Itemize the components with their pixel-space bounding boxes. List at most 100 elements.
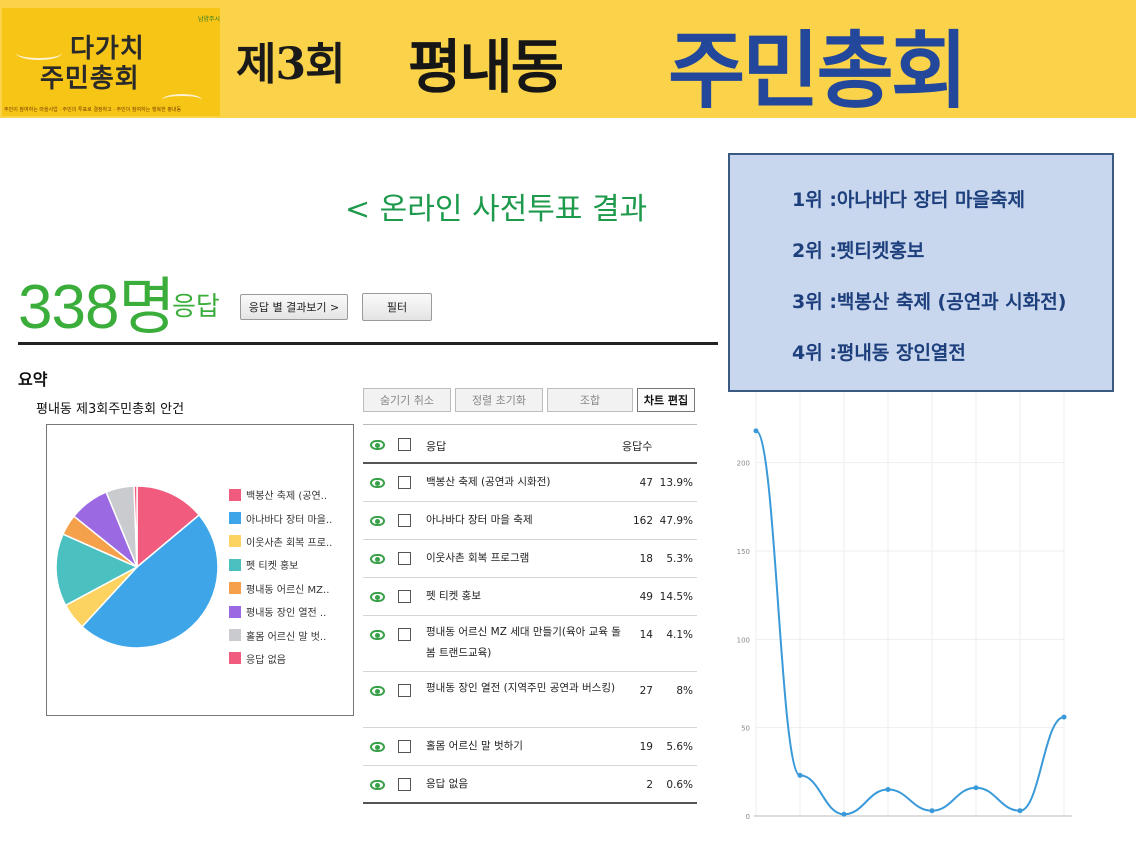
answer-label: 이웃사촌 회복 프로그램	[426, 552, 530, 564]
legend-label: 홀몸 어르신 말 벗..	[246, 631, 327, 643]
table-header: 응답 응답수	[363, 424, 697, 464]
answer-count: 27	[639, 685, 653, 697]
dong-title: 평내동	[408, 33, 564, 101]
logo-slogan: 주민이 참여하는 마을사업 · 주민의 투표로 결정하고 · 주민이 참여하는 …	[4, 107, 182, 113]
data-point	[885, 787, 891, 792]
page-title: < 온라인 사전투표 결과	[345, 192, 648, 227]
legend-item: 홀몸 어르신 말 벗..	[229, 623, 332, 646]
eye-icon[interactable]	[370, 440, 385, 450]
ranking-item: 1위 :아나바다 장터 마을축제	[792, 189, 1025, 211]
round-title: 제3회	[236, 39, 346, 90]
pie-slice	[55, 533, 139, 607]
question-title: 평내동 제3회주민총회 안건	[36, 402, 185, 417]
legend-label: 평내동 어르신 MZ..	[246, 584, 330, 596]
pie-slice	[133, 485, 138, 568]
table-row: 홀몸 어르신 말 벗하기 19 5.6%	[363, 728, 697, 766]
pie-slice	[136, 485, 201, 569]
results-table: 응답 응답수 백봉산 축제 (공연과 시화전) 47 13.9% 아나바다 장터…	[363, 424, 697, 804]
select-all-checkbox[interactable]	[398, 438, 411, 451]
legend-swatch	[229, 558, 241, 571]
eye-icon[interactable]	[370, 780, 385, 790]
answer-label: 펫 티켓 홍보	[426, 590, 481, 602]
eye-icon[interactable]	[370, 630, 385, 640]
row-checkbox[interactable]	[398, 476, 411, 489]
row-checkbox[interactable]	[398, 684, 411, 697]
answer-label: 응답 없음	[426, 778, 468, 790]
row-checkbox[interactable]	[398, 590, 411, 603]
logo-title-line1: 다가치	[70, 34, 145, 64]
table-row: 응답 없음 2 0.6%	[363, 766, 697, 804]
filter-button[interactable]: 필터	[362, 293, 432, 321]
answer-column-header: 응답	[426, 440, 447, 453]
row-checkbox[interactable]	[398, 514, 411, 527]
eye-icon[interactable]	[370, 592, 385, 602]
y-tick-label: 200	[737, 460, 750, 468]
eye-icon[interactable]	[370, 478, 385, 488]
row-checkbox[interactable]	[398, 552, 411, 565]
answer-label: 홀몸 어르신 말 벗하기	[426, 740, 523, 752]
answer-percent: 13.9%	[659, 477, 693, 489]
pie-chart	[55, 485, 219, 649]
legend-swatch	[229, 512, 241, 525]
data-point	[841, 811, 847, 817]
data-point	[929, 808, 935, 814]
y-tick-label: 100	[737, 636, 750, 644]
section-divider	[18, 342, 718, 345]
edit-chart-button[interactable]: 차트 편집	[637, 388, 695, 412]
table-row: 아나바다 장터 마을 축제 162 47.9%	[363, 502, 697, 540]
logo-swirl-decoration	[162, 94, 202, 106]
unhide-button[interactable]: 숨기기 취소	[363, 388, 451, 412]
header-banner: 다가치 주민총회 주민이 참여하는 마을사업 · 주민의 투표로 결정하고 · …	[0, 0, 1136, 120]
legend-label: 평내동 장인 열전 ..	[246, 608, 327, 620]
legend-label: 아나바다 장터 마을..	[246, 514, 333, 526]
table-row: 이웃사촌 회복 프로그램 18 5.3%	[363, 540, 697, 578]
pie-legend: 백봉산 축제 (공연.. 아나바다 장터 마을.. 이웃사촌 회복 프로.. 펫 티켓…	[229, 483, 332, 670]
pie-slice	[81, 513, 219, 649]
answer-label: 아나바다 장터 마을 축제	[426, 514, 533, 526]
data-point	[1017, 808, 1023, 814]
answer-percent: 4.1%	[666, 629, 693, 641]
reset-sort-button[interactable]: 정렬 초기화	[455, 388, 543, 412]
legend-swatch	[229, 582, 241, 595]
legend-label: 이웃사촌 회복 프로..	[246, 537, 333, 549]
row-checkbox[interactable]	[398, 628, 411, 641]
eye-icon[interactable]	[370, 742, 385, 752]
response-count-label: 응답	[172, 292, 220, 322]
answer-count: 2	[646, 779, 653, 791]
legend-item: 평내동 장인 열전 ..	[229, 600, 332, 623]
combine-button[interactable]: 조합	[547, 388, 633, 412]
data-point	[1061, 714, 1067, 720]
pie-chart-panel: 백봉산 축제 (공연.. 아나바다 장터 마을.. 이웃사촌 회복 프로.. 펫 티켓…	[46, 424, 354, 716]
row-checkbox[interactable]	[398, 740, 411, 753]
ranking-box: 1위 :아나바다 장터 마을축제 2위 :펫티켓홍보 3위 :백봉산 축제 (공…	[728, 153, 1114, 392]
logo-swirl-decoration	[16, 46, 62, 60]
answer-percent: 47.9%	[659, 515, 693, 527]
data-point	[797, 772, 803, 778]
answer-percent: 0.6%	[666, 779, 693, 791]
legend-item: 아나바다 장터 마을..	[229, 506, 332, 529]
eye-icon[interactable]	[370, 686, 385, 696]
legend-swatch	[229, 652, 241, 665]
answer-label: 평내동 장인 열전 (지역주민 공연과 버스킹)	[426, 682, 616, 694]
table-row: 백봉산 축제 (공연과 시화전) 47 13.9%	[363, 464, 697, 502]
legend-swatch	[229, 605, 241, 618]
eye-icon[interactable]	[370, 516, 385, 526]
legend-label: 펫 티켓 홍보	[246, 561, 299, 573]
answer-count: 49	[639, 591, 653, 603]
row-checkbox[interactable]	[398, 778, 411, 791]
eye-icon[interactable]	[370, 554, 385, 564]
legend-item: 이웃사촌 회복 프로..	[229, 530, 332, 553]
meeting-title: 주민총회	[668, 22, 968, 120]
ranking-item: 4위 :평내동 장인열전	[792, 342, 966, 364]
response-count: 338명	[18, 273, 175, 342]
answer-count: 14	[639, 629, 653, 641]
answer-count: 19	[639, 741, 653, 753]
data-point	[973, 785, 979, 791]
legend-item: 백봉산 축제 (공연..	[229, 483, 332, 506]
legend-swatch	[229, 629, 241, 642]
legend-item: 평내동 어르신 MZ..	[229, 577, 332, 600]
view-by-response-button[interactable]: 응답 별 결과보기 >	[240, 294, 348, 320]
answer-percent: 5.6%	[666, 741, 693, 753]
ranking-item: 2위 :펫티켓홍보	[792, 240, 925, 262]
legend-item: 펫 티켓 홍보	[229, 553, 332, 576]
